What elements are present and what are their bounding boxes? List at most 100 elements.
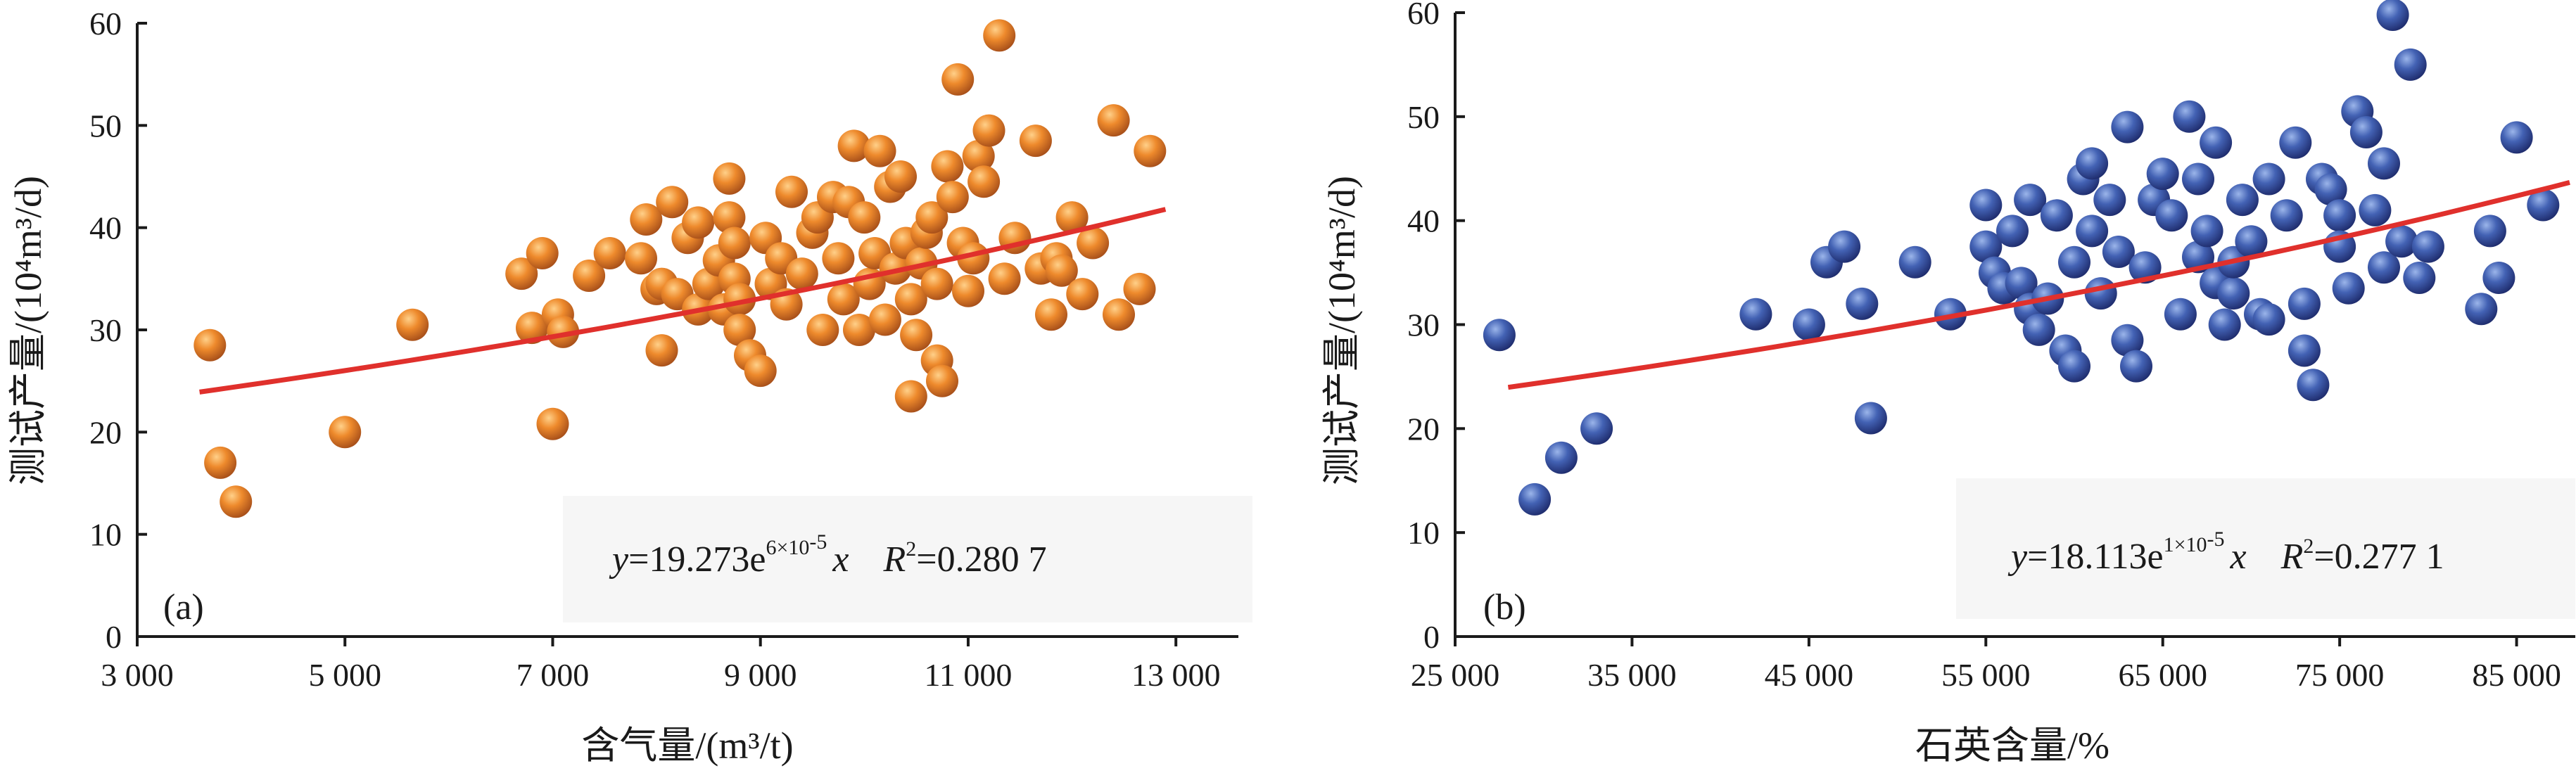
data-point bbox=[920, 267, 953, 300]
data-point bbox=[962, 139, 995, 172]
data-point bbox=[2323, 199, 2356, 232]
chart-panel-b: 25 000 35 000 45 000 55 000 65 000 75 000 85 0… bbox=[1321, 0, 2575, 767]
data-point bbox=[1123, 272, 1156, 305]
data-point bbox=[1996, 215, 2029, 248]
data-point bbox=[713, 162, 746, 195]
data-point bbox=[2482, 262, 2515, 294]
data-point bbox=[2500, 121, 2533, 154]
data-point bbox=[2146, 158, 2179, 191]
data-point bbox=[1035, 298, 1067, 331]
data-point bbox=[967, 165, 1001, 198]
x-tick-label: 45 000 bbox=[1765, 657, 1854, 693]
x-tick-label: 55 000 bbox=[1941, 657, 2031, 693]
data-point bbox=[988, 262, 1021, 295]
data-point bbox=[625, 242, 657, 275]
data-point bbox=[2297, 369, 2330, 402]
y-axis-title-a: 测试产量/(10⁴m³/d) bbox=[7, 176, 49, 485]
data-point bbox=[2527, 189, 2560, 222]
data-point bbox=[723, 283, 756, 316]
data-point bbox=[2022, 313, 2055, 346]
data-point bbox=[2200, 126, 2233, 159]
data-point bbox=[837, 129, 870, 162]
x-tick-label: 11 000 bbox=[925, 657, 1013, 693]
data-point bbox=[1055, 201, 1089, 234]
y-tick-label: 60 bbox=[1407, 0, 1440, 31]
y-ticks-b: 0 10 20 30 40 50 60 bbox=[1407, 0, 1465, 655]
data-point bbox=[2040, 199, 2073, 232]
y-tick-label: 0 bbox=[1423, 619, 1440, 655]
r2-value-b: =0.277 1 bbox=[2314, 537, 2444, 577]
x-tick-label: 65 000 bbox=[2118, 657, 2207, 693]
data-point bbox=[2111, 324, 2144, 357]
data-point bbox=[2208, 308, 2241, 341]
r2-value-a: =0.280 7 bbox=[916, 539, 1046, 580]
data-point bbox=[848, 201, 881, 234]
data-point bbox=[505, 257, 538, 290]
x-tick-label: 7 000 bbox=[516, 657, 590, 693]
data-point bbox=[1483, 319, 1516, 352]
points-layer-b bbox=[1483, 0, 2560, 516]
data-point bbox=[2368, 147, 2400, 180]
data-point bbox=[2403, 262, 2436, 294]
data-point bbox=[1898, 245, 1931, 279]
data-point bbox=[2314, 173, 2347, 206]
data-point bbox=[1580, 412, 1613, 445]
data-point bbox=[1045, 254, 1078, 287]
data-point bbox=[1969, 189, 2003, 222]
x-tick-label: 35 000 bbox=[1587, 657, 1677, 693]
data-point bbox=[2058, 350, 2090, 383]
x-ticks-b: 25 000 35 000 45 000 55 000 65 000 75 000 85 0… bbox=[1411, 637, 2561, 693]
data-point bbox=[863, 134, 896, 167]
data-point bbox=[593, 237, 626, 269]
y-tick-label: 20 bbox=[89, 414, 122, 450]
data-point bbox=[2288, 287, 2321, 320]
data-point bbox=[1739, 298, 1772, 331]
data-point bbox=[536, 407, 569, 440]
data-point bbox=[1828, 230, 1861, 263]
data-point bbox=[1792, 308, 1825, 341]
data-point bbox=[1097, 104, 1130, 137]
data-point bbox=[2058, 245, 2090, 279]
eq-y-b: y bbox=[2007, 537, 2028, 577]
data-point bbox=[193, 328, 227, 362]
data-point bbox=[1854, 402, 1887, 435]
data-point bbox=[1518, 483, 1552, 516]
fit-curve-b bbox=[1507, 180, 2570, 390]
y-tick-label: 50 bbox=[89, 108, 122, 143]
fit-equation-a: y=19.273e6×10-5 x R2=0.280 7 bbox=[609, 530, 1047, 580]
data-point bbox=[2385, 225, 2418, 258]
data-point bbox=[972, 114, 1005, 147]
data-point bbox=[827, 283, 860, 316]
eq-x-a: x bbox=[832, 539, 849, 580]
y-tick-label: 30 bbox=[1407, 307, 1440, 343]
data-point bbox=[2411, 230, 2444, 263]
data-point bbox=[526, 237, 559, 269]
y-tick-label: 0 bbox=[106, 619, 122, 655]
data-point bbox=[2376, 0, 2409, 31]
fit-equation-b: y=18.113e1×10-5 x R2=0.277 1 bbox=[2007, 528, 2444, 577]
data-point bbox=[2226, 184, 2259, 217]
x-axis-title-b: 石英含量/% bbox=[1915, 724, 2109, 767]
r2-label-a: R bbox=[883, 539, 906, 580]
y-tick-label: 40 bbox=[1407, 203, 1440, 239]
data-point bbox=[1969, 230, 2003, 263]
eq-main-a: =19.273e bbox=[628, 539, 766, 580]
x-tick-label: 25 000 bbox=[1411, 657, 1500, 693]
data-point bbox=[1846, 287, 1879, 320]
data-point bbox=[1544, 441, 1578, 474]
data-point bbox=[1077, 226, 1110, 260]
eq-exp-a: 6×10 bbox=[766, 536, 810, 559]
r2-sup-a: 2 bbox=[906, 537, 916, 561]
data-point bbox=[983, 19, 1016, 52]
data-point bbox=[2182, 162, 2214, 196]
y-tick-label: 20 bbox=[1407, 411, 1440, 447]
data-point bbox=[900, 319, 933, 352]
eq-exp-sup-a: -5 bbox=[809, 530, 827, 554]
x-tick-label: 85 000 bbox=[2472, 657, 2561, 693]
data-point bbox=[1019, 124, 1052, 158]
data-point bbox=[2394, 48, 2427, 81]
data-point bbox=[2084, 277, 2117, 310]
data-point bbox=[2270, 199, 2303, 232]
data-point bbox=[915, 201, 948, 234]
